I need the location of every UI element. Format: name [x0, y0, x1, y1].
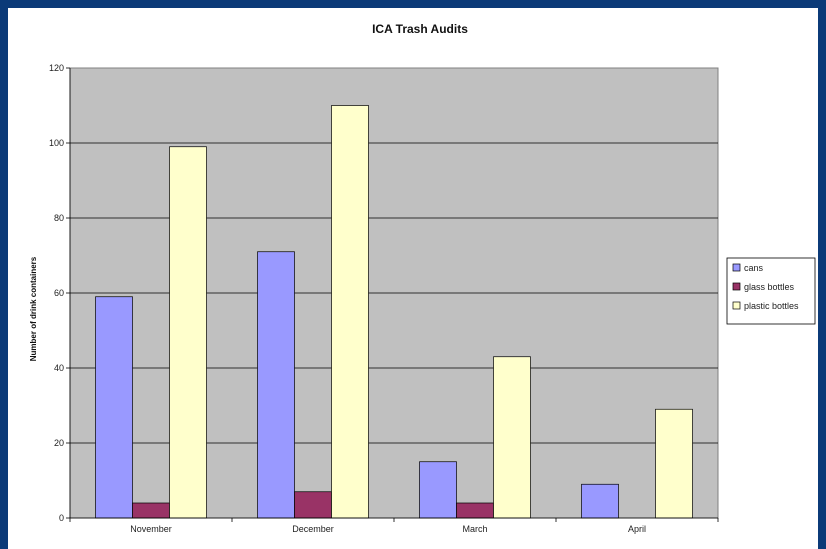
legend-label-cans: cans [744, 263, 764, 273]
legend-label-plastic-bottles: plastic bottles [744, 301, 799, 311]
x-tick-label: April [628, 524, 646, 534]
y-tick-label: 20 [54, 438, 64, 448]
bar-cans-april [581, 483, 619, 519]
y-tick-label: 0 [59, 513, 64, 523]
bar-plastic-bottles-april [655, 408, 693, 519]
bar-plastic-bottles-december [331, 105, 369, 519]
x-tick-label: March [462, 524, 487, 534]
y-tick-label: 120 [49, 63, 64, 73]
bar-cans-november [95, 296, 133, 519]
y-tick-label: 60 [54, 288, 64, 298]
bar-glass-bottles-december [294, 491, 332, 519]
bar-cans-march [419, 461, 457, 519]
bar-glass-bottles-march [456, 502, 494, 519]
legend-swatch-glass-bottles [732, 282, 741, 291]
y-tick-label: 40 [54, 363, 64, 373]
x-tick-label: November [130, 524, 172, 534]
bar-plastic-bottles-november [169, 146, 207, 519]
x-tick-label: December [292, 524, 334, 534]
chart-title: ICA Trash Audits [372, 22, 468, 36]
legend-swatch-cans [732, 263, 741, 272]
legend-swatch-plastic-bottles [732, 301, 741, 310]
y-tick-label: 100 [49, 138, 64, 148]
y-tick-label: 80 [54, 213, 64, 223]
legend-box [726, 257, 816, 325]
y-axis-label: Number of drink containers [29, 256, 38, 361]
bar-cans-december [257, 251, 295, 519]
bar-glass-bottles-november [132, 502, 170, 519]
bar-plastic-bottles-march [493, 356, 531, 519]
chart-frame: ICA Trash Audits 0 20 40 60 80 100 120 November… [8, 8, 818, 549]
legend-label-glass-bottles: glass bottles [744, 282, 795, 292]
chart: ICA Trash Audits 0 20 40 60 80 100 120 November… [29, 22, 816, 534]
axes: 0 20 40 60 80 100 120 November December March Apri… [49, 63, 719, 534]
legend: cans glass bottles plastic bottles [726, 257, 816, 325]
bars [95, 105, 693, 519]
